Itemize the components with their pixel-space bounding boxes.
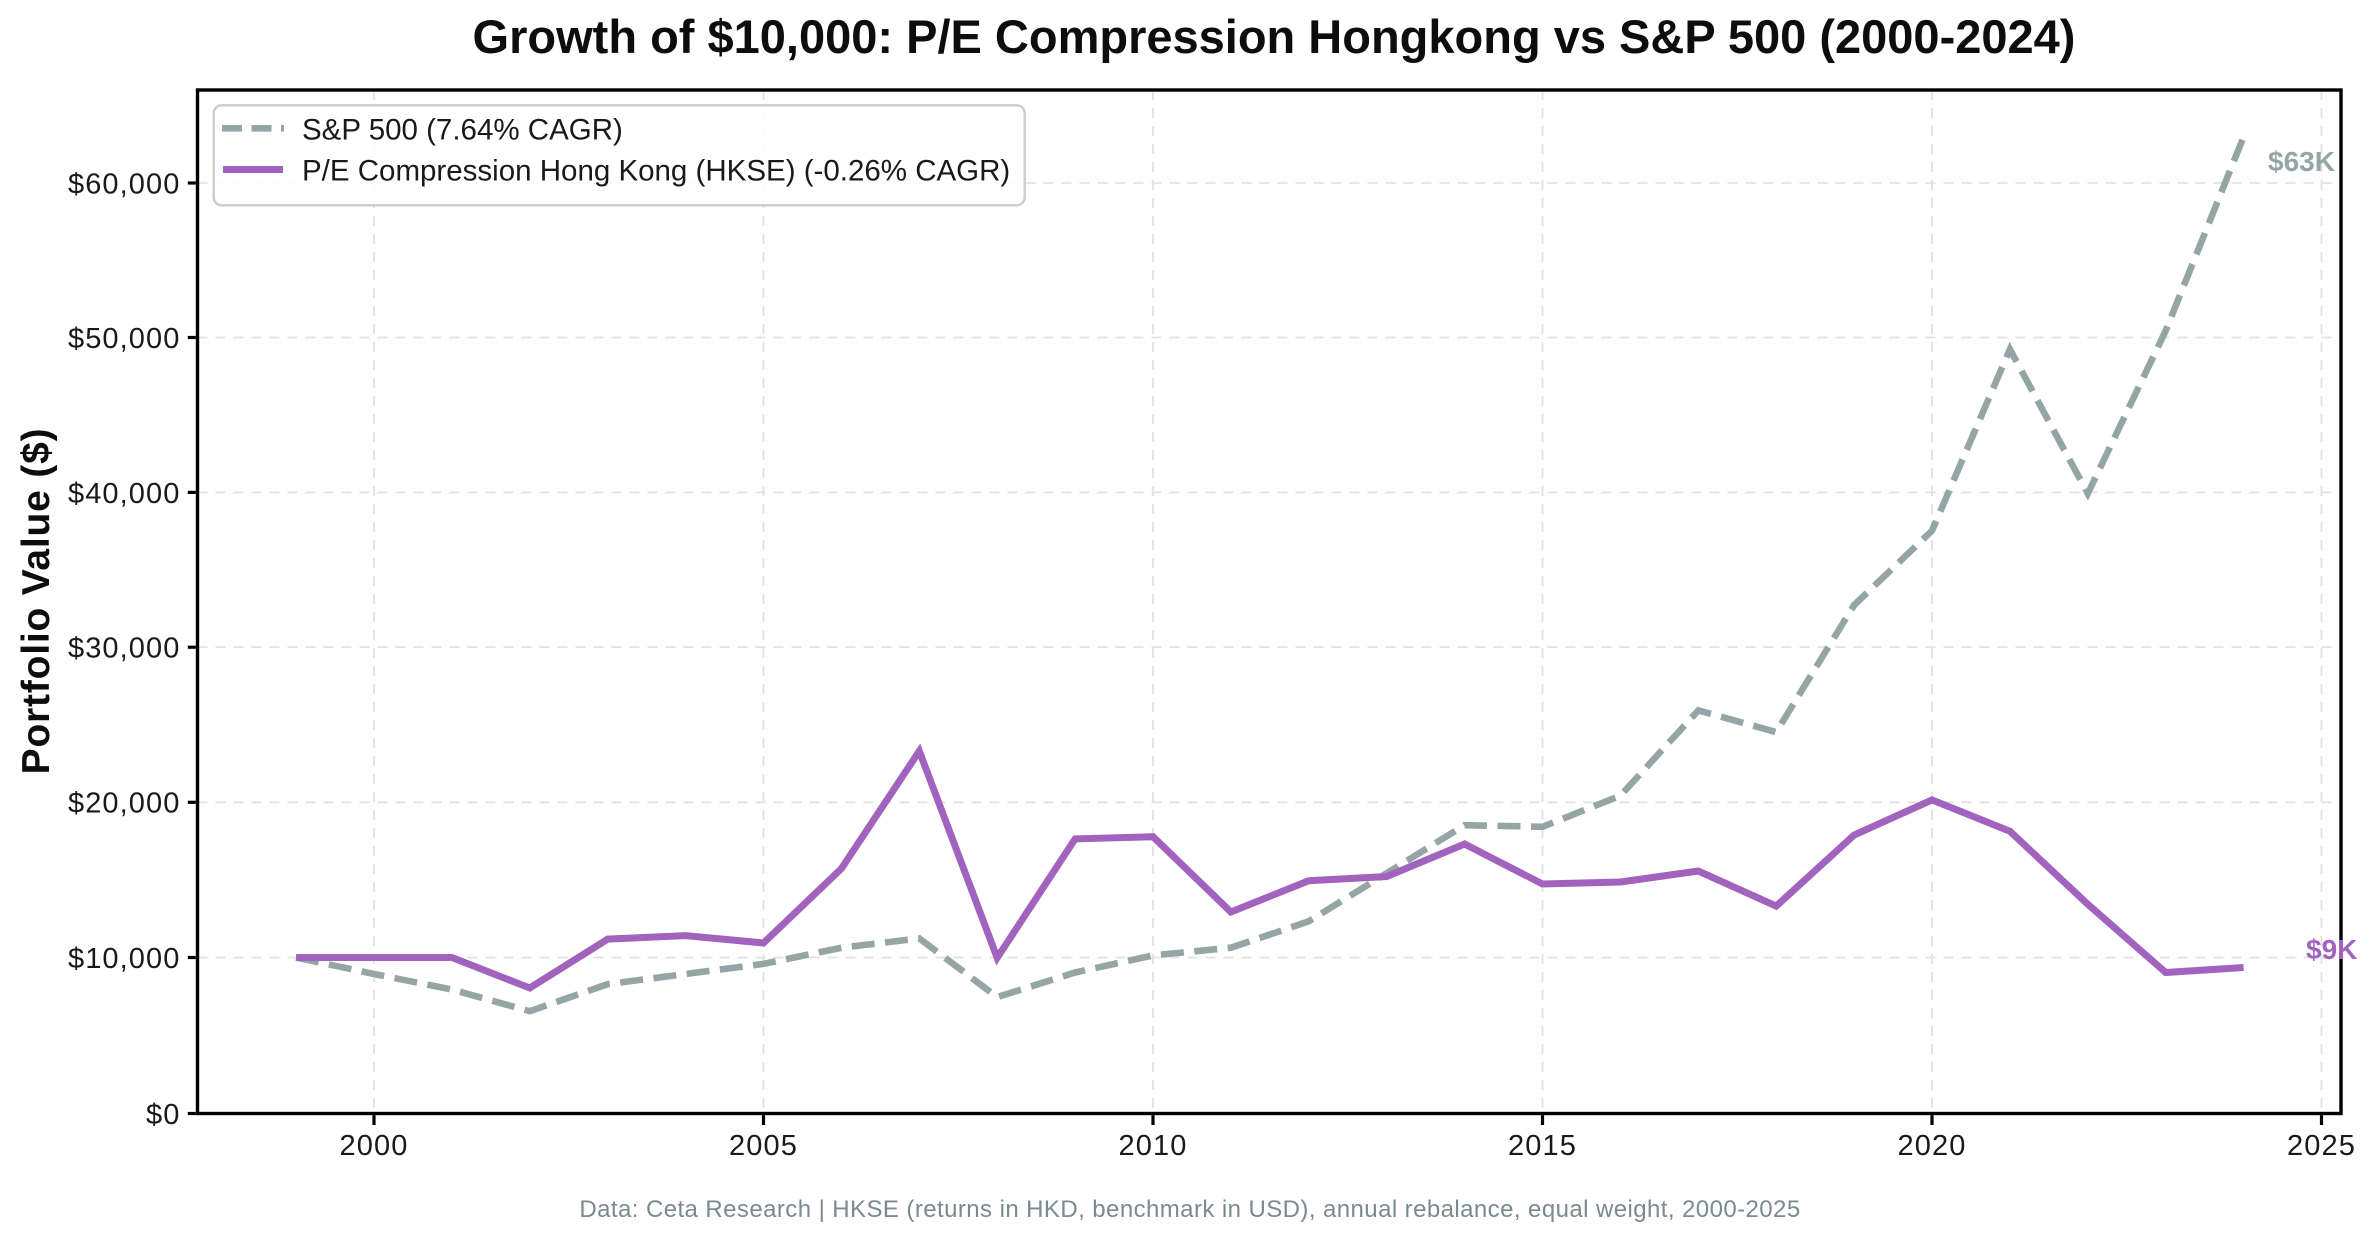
svg-text:Data: Ceta Research | HKSE (re: Data: Ceta Research | HKSE (returns in H… — [579, 1196, 1800, 1223]
svg-text:Portfolio Value ($): Portfolio Value ($) — [15, 428, 58, 775]
svg-text:$30,000: $30,000 — [68, 633, 181, 665]
svg-text:$63K: $63K — [2268, 146, 2335, 177]
svg-text:2015: 2015 — [1508, 1130, 1577, 1162]
svg-text:$60,000: $60,000 — [68, 168, 181, 200]
svg-text:Growth of $10,000: P/E Compres: Growth of $10,000: P/E Compression Hongk… — [473, 10, 2076, 63]
svg-text:2025: 2025 — [2287, 1130, 2356, 1162]
svg-text:2005: 2005 — [729, 1130, 798, 1162]
svg-text:$50,000: $50,000 — [68, 323, 181, 355]
svg-text:$9K: $9K — [2306, 934, 2357, 965]
svg-text:2020: 2020 — [1898, 1130, 1967, 1162]
svg-text:P/E Compression Hong Kong (HKS: P/E Compression Hong Kong (HKSE) (-0.26%… — [302, 155, 1010, 188]
svg-text:2000: 2000 — [340, 1130, 409, 1162]
svg-text:$0: $0 — [146, 1099, 180, 1131]
svg-text:$10,000: $10,000 — [68, 943, 181, 975]
svg-text:$40,000: $40,000 — [68, 478, 181, 510]
svg-text:$20,000: $20,000 — [68, 788, 181, 820]
svg-text:S&P 500 (7.64% CAGR): S&P 500 (7.64% CAGR) — [302, 114, 623, 147]
svg-text:2010: 2010 — [1119, 1130, 1188, 1162]
